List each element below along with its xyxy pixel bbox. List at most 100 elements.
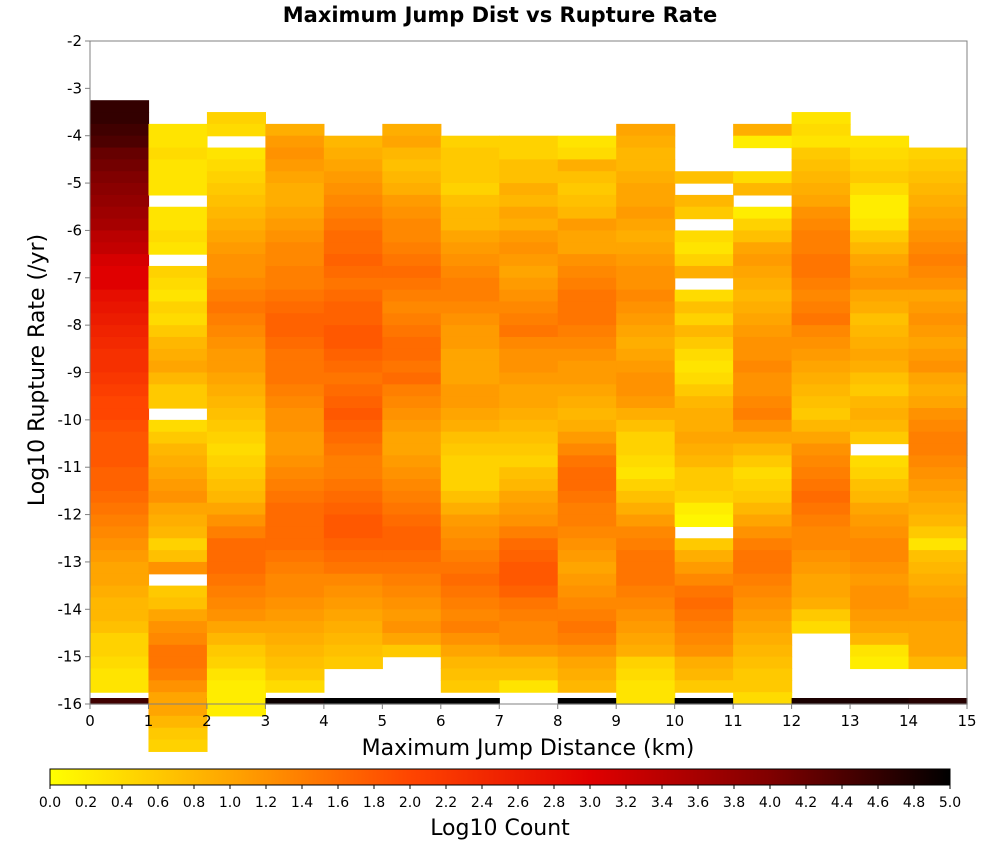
heatmap-cell [850, 502, 910, 516]
y-tick-label: -15 [58, 648, 83, 666]
heatmap-cell [206, 360, 266, 374]
heatmap-cell [148, 147, 208, 160]
heatmap-cell [499, 384, 559, 397]
heatmap-cell [499, 289, 559, 303]
heatmap-cell [733, 479, 793, 492]
y-axis-title: Log10 Rupture Rate (/yr) [25, 234, 50, 506]
heatmap-cell [499, 490, 559, 504]
heatmap-cell [557, 467, 617, 480]
heatmap-cell [908, 159, 968, 172]
heatmap-cell [733, 514, 793, 528]
heatmap-cell [440, 698, 500, 705]
heatmap-cell [557, 183, 617, 196]
heatmap-cell [323, 396, 383, 409]
heatmap-cell [616, 538, 676, 551]
heatmap-cell [616, 242, 676, 255]
heatmap-cell [733, 467, 793, 480]
heatmap-cell [616, 159, 676, 172]
heatmap-cell [557, 443, 617, 456]
heatmap-cell [382, 372, 442, 385]
x-tick-label: 7 [494, 712, 504, 730]
heatmap-cell [674, 514, 734, 528]
heatmap-cell [616, 348, 676, 362]
heatmap-cell [265, 396, 325, 409]
heatmap-cell [382, 277, 442, 291]
heatmap-cell [557, 147, 617, 160]
heatmap-cell [440, 336, 500, 350]
heatmap-cell [557, 585, 617, 599]
heatmap-cell [440, 289, 500, 303]
heatmap-cell [791, 242, 851, 255]
heatmap-cell [850, 313, 910, 326]
x-tick-label: 6 [436, 712, 446, 730]
heatmap-cell [440, 467, 500, 480]
heatmap-cell [90, 254, 150, 267]
heatmap-cell [850, 325, 910, 338]
heatmap-cell [323, 230, 383, 243]
heatmap-cell [674, 348, 734, 362]
heatmap-cell [90, 514, 150, 528]
x-tick-label: 13 [841, 712, 860, 730]
heatmap-cell [908, 325, 968, 338]
heatmap-cell [148, 538, 208, 551]
heatmap-cell [616, 585, 676, 599]
heatmap-cell [850, 135, 910, 149]
heatmap-cell [440, 502, 500, 516]
x-tick-label: 0 [85, 712, 95, 730]
heatmap-cell [908, 656, 968, 670]
heatmap-cell [440, 644, 500, 658]
colorbar-tick-label: 0.6 [147, 795, 169, 811]
heatmap-cell [733, 360, 793, 374]
heatmap-cell [616, 490, 676, 504]
heatmap-cell [557, 194, 617, 208]
heatmap-cell [616, 597, 676, 610]
heatmap-cell [733, 135, 793, 149]
heatmap-cell [90, 585, 150, 599]
heatmap-cell [148, 325, 208, 338]
heatmap-cell [733, 573, 793, 587]
heatmap-cell [791, 265, 851, 279]
heatmap-cell [674, 538, 734, 551]
heatmap-cell [850, 171, 910, 184]
heatmap-cell [440, 526, 500, 539]
heatmap-cell [850, 455, 910, 468]
heatmap-cell [323, 171, 383, 184]
heatmap-cell [440, 396, 500, 409]
heatmap-cell [323, 159, 383, 172]
heatmap-cell [148, 597, 208, 610]
heatmap-cell [148, 656, 208, 670]
heatmap-cell [323, 277, 383, 291]
colorbar-tick-label: 3.2 [615, 795, 637, 811]
heatmap-cell [674, 325, 734, 338]
heatmap-cell [148, 360, 208, 374]
heatmap-cell [206, 254, 266, 267]
heatmap-cell [791, 490, 851, 504]
heatmap-cell [850, 609, 910, 622]
heatmap-cell [499, 585, 559, 599]
heatmap-cell [382, 348, 442, 362]
heatmap-cell [440, 171, 500, 184]
heatmap-cell [265, 242, 325, 255]
heatmap-cell [206, 348, 266, 362]
heatmap-cell [616, 396, 676, 409]
heatmap-cell [440, 147, 500, 160]
heatmap-cell [440, 632, 500, 646]
heatmap-cell [908, 301, 968, 314]
heatmap-cell [791, 325, 851, 338]
heatmap-cell [90, 384, 150, 397]
heatmap-cell [90, 632, 150, 646]
heatmap-cell [90, 443, 150, 456]
heatmap-cell [323, 265, 383, 279]
heatmap-cell [382, 561, 442, 575]
heatmap-cell [440, 384, 500, 397]
heatmap-cell [206, 597, 266, 610]
heatmap-cell [206, 704, 266, 717]
heatmap-cell [440, 431, 500, 445]
heatmap-cell [90, 336, 150, 350]
heatmap-cell [206, 336, 266, 350]
heatmap-cell [674, 455, 734, 468]
heatmap-cell [791, 526, 851, 539]
heatmap-cell [323, 467, 383, 480]
heatmap-cell [206, 644, 266, 658]
heatmap-cell [557, 313, 617, 326]
